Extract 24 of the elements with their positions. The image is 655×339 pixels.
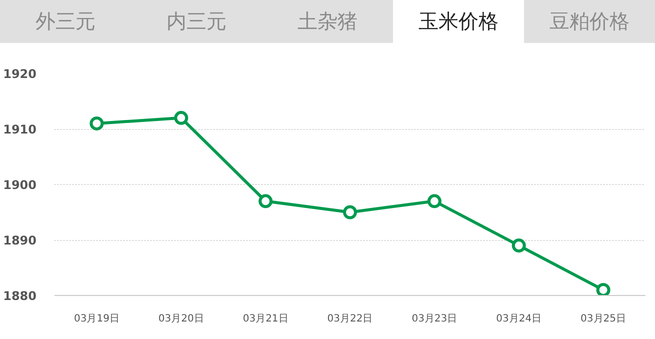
x-tick-label: 03月22日 <box>327 314 373 324</box>
text: 土杂猪 <box>262 0 393 43</box>
point <box>258 194 273 208</box>
x-tick-label: 03月23日 <box>412 314 458 324</box>
point <box>427 194 442 208</box>
x-tick-label: 03月20日 <box>158 314 204 324</box>
x-tick-label: 03月25日 <box>580 314 626 324</box>
text: 玉米价格 <box>393 0 524 43</box>
y-tick-label: 1890 <box>3 234 37 248</box>
text: 内三元 <box>131 0 262 43</box>
point <box>343 205 357 220</box>
y-tick-label: 1920 <box>3 67 37 81</box>
y-tick-label: 1900 <box>3 178 37 192</box>
point <box>512 238 526 253</box>
y-tick-label: 1880 <box>3 289 37 303</box>
point <box>174 110 188 125</box>
text: 豆粕价格 <box>524 0 655 43</box>
text: 外三元 <box>0 0 131 43</box>
point <box>596 282 610 296</box>
y-tick-label: 1910 <box>3 122 37 136</box>
x-tick-label: 03月21日 <box>242 314 288 324</box>
point <box>90 116 104 130</box>
x-tick-label: 03月19日 <box>74 314 120 324</box>
x-tick-label: 03月24日 <box>496 314 542 324</box>
